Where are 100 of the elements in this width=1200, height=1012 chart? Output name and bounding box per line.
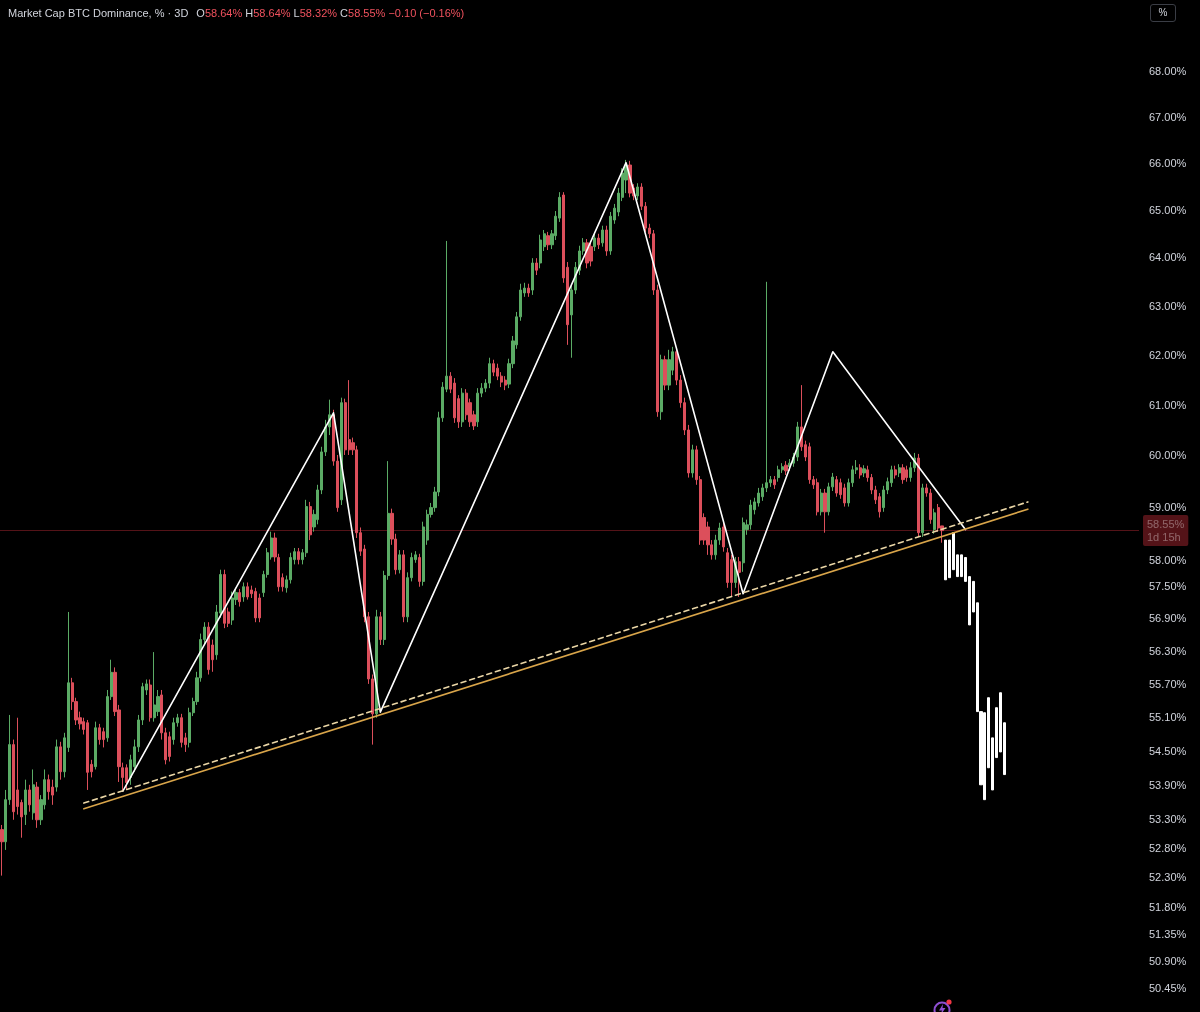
candlestick <box>749 499 752 531</box>
y-tick-label: 62.00% <box>1149 348 1187 361</box>
candlestick <box>784 460 788 476</box>
candlestick <box>773 475 776 490</box>
candlestick <box>24 779 27 826</box>
candlestick <box>601 225 604 248</box>
candlestick <box>86 719 89 791</box>
candlestick <box>32 768 35 821</box>
candlestick <box>921 483 924 538</box>
candlestick <box>504 375 507 391</box>
candlestick <box>862 464 866 478</box>
y-tick-label: 52.30% <box>1149 871 1187 884</box>
candlestick <box>297 547 300 565</box>
y-tick-label: 52.80% <box>1149 842 1187 855</box>
candlestick <box>51 779 54 806</box>
candlestick <box>242 581 245 603</box>
line-series <box>122 161 967 792</box>
candlestick <box>901 463 905 485</box>
chart-title: Market Cap BTC Dominance, % · 3D <box>8 7 189 19</box>
candlestick <box>660 354 663 421</box>
candlestick <box>254 587 257 623</box>
y-tick-label: 51.80% <box>1149 900 1187 913</box>
candlestick <box>55 739 58 793</box>
candlestick <box>835 475 838 498</box>
candlestick <box>589 242 593 267</box>
candlestick <box>340 397 343 506</box>
candlestick <box>172 717 175 746</box>
y-tick-label: 61.00% <box>1149 398 1187 411</box>
candlestick <box>153 651 156 723</box>
text: O58.64% H58.64% L58.32% C58.55% −0.10 (−0.16%) <box>196 7 465 19</box>
candlestick <box>492 359 495 377</box>
y-tick-label: 50.45% <box>1149 982 1187 994</box>
candlestick <box>944 539 947 581</box>
candlestick <box>488 357 491 389</box>
candlestick <box>0 824 4 877</box>
candlestick <box>738 556 741 598</box>
candlestick <box>933 508 936 535</box>
candlestick <box>168 731 171 763</box>
y-tick-label: 63.00% <box>1149 299 1187 312</box>
y-tick-label: 65.00% <box>1149 203 1187 216</box>
candlestick <box>597 233 600 250</box>
candlestick <box>539 234 542 269</box>
candlestick <box>402 549 405 623</box>
candlestick <box>843 483 846 508</box>
candlestick <box>398 549 401 574</box>
y-tick-label: 67.00% <box>1149 110 1187 123</box>
candlestick <box>531 257 534 296</box>
y-tick-label: 50.90% <box>1149 954 1187 967</box>
y-tick-label: 57.50% <box>1149 580 1187 593</box>
candlestick <box>894 465 897 480</box>
candlestick <box>691 444 694 479</box>
candlestick <box>149 678 152 723</box>
y-tick-label: 59.00% <box>1149 501 1187 514</box>
candlestick <box>102 727 105 748</box>
candlestick <box>917 453 920 538</box>
y-tick-label: 66.00% <box>1149 156 1187 169</box>
candlestick <box>905 465 908 483</box>
candlestick <box>47 774 50 801</box>
candlestick <box>238 588 241 608</box>
candlestick <box>546 231 550 251</box>
candlestick <box>593 233 596 252</box>
candlestick <box>348 379 351 456</box>
y-tick-label: 51.35% <box>1149 927 1187 940</box>
y-tick-label: 60.00% <box>1149 449 1187 462</box>
candlestick <box>742 517 745 573</box>
candlestick <box>476 387 479 428</box>
y-tick-label: 58.00% <box>1149 553 1187 566</box>
candlestick <box>929 488 932 525</box>
candlestick <box>636 182 639 201</box>
y-tick-label: 55.10% <box>1149 711 1187 724</box>
y-tick-label: 56.90% <box>1149 612 1187 625</box>
candlestick <box>535 257 538 276</box>
candlestick <box>722 522 725 553</box>
percent-button: % <box>1150 4 1176 22</box>
candlestick <box>94 721 97 770</box>
candlestick <box>231 591 234 626</box>
candlestick <box>820 488 823 516</box>
candlestick <box>309 501 312 541</box>
candlestick <box>246 581 249 601</box>
y-tick-label: 68.00% <box>1149 65 1187 77</box>
y-tick-label: 54.50% <box>1149 744 1187 757</box>
candlestick <box>35 781 39 829</box>
candlestick <box>777 465 780 483</box>
candlestick <box>59 741 62 781</box>
candlestick <box>207 621 210 676</box>
candlestick <box>663 355 667 391</box>
candlestick <box>898 463 901 478</box>
ref-line-label: 58.55% 1d 15h <box>1147 518 1185 544</box>
y-tick-label: 56.30% <box>1149 644 1187 657</box>
candlestick <box>527 283 530 298</box>
candlestick <box>823 488 827 534</box>
y-tick-label: 53.90% <box>1149 778 1187 791</box>
y-tick-label: 64.00% <box>1149 251 1187 264</box>
candlestick <box>379 611 382 646</box>
candlestick <box>180 713 183 748</box>
candlestick <box>808 442 811 485</box>
y-tick-label: 53.30% <box>1149 813 1187 826</box>
candlestick <box>418 553 421 588</box>
candlestick <box>816 478 819 516</box>
candlestick <box>605 225 608 257</box>
